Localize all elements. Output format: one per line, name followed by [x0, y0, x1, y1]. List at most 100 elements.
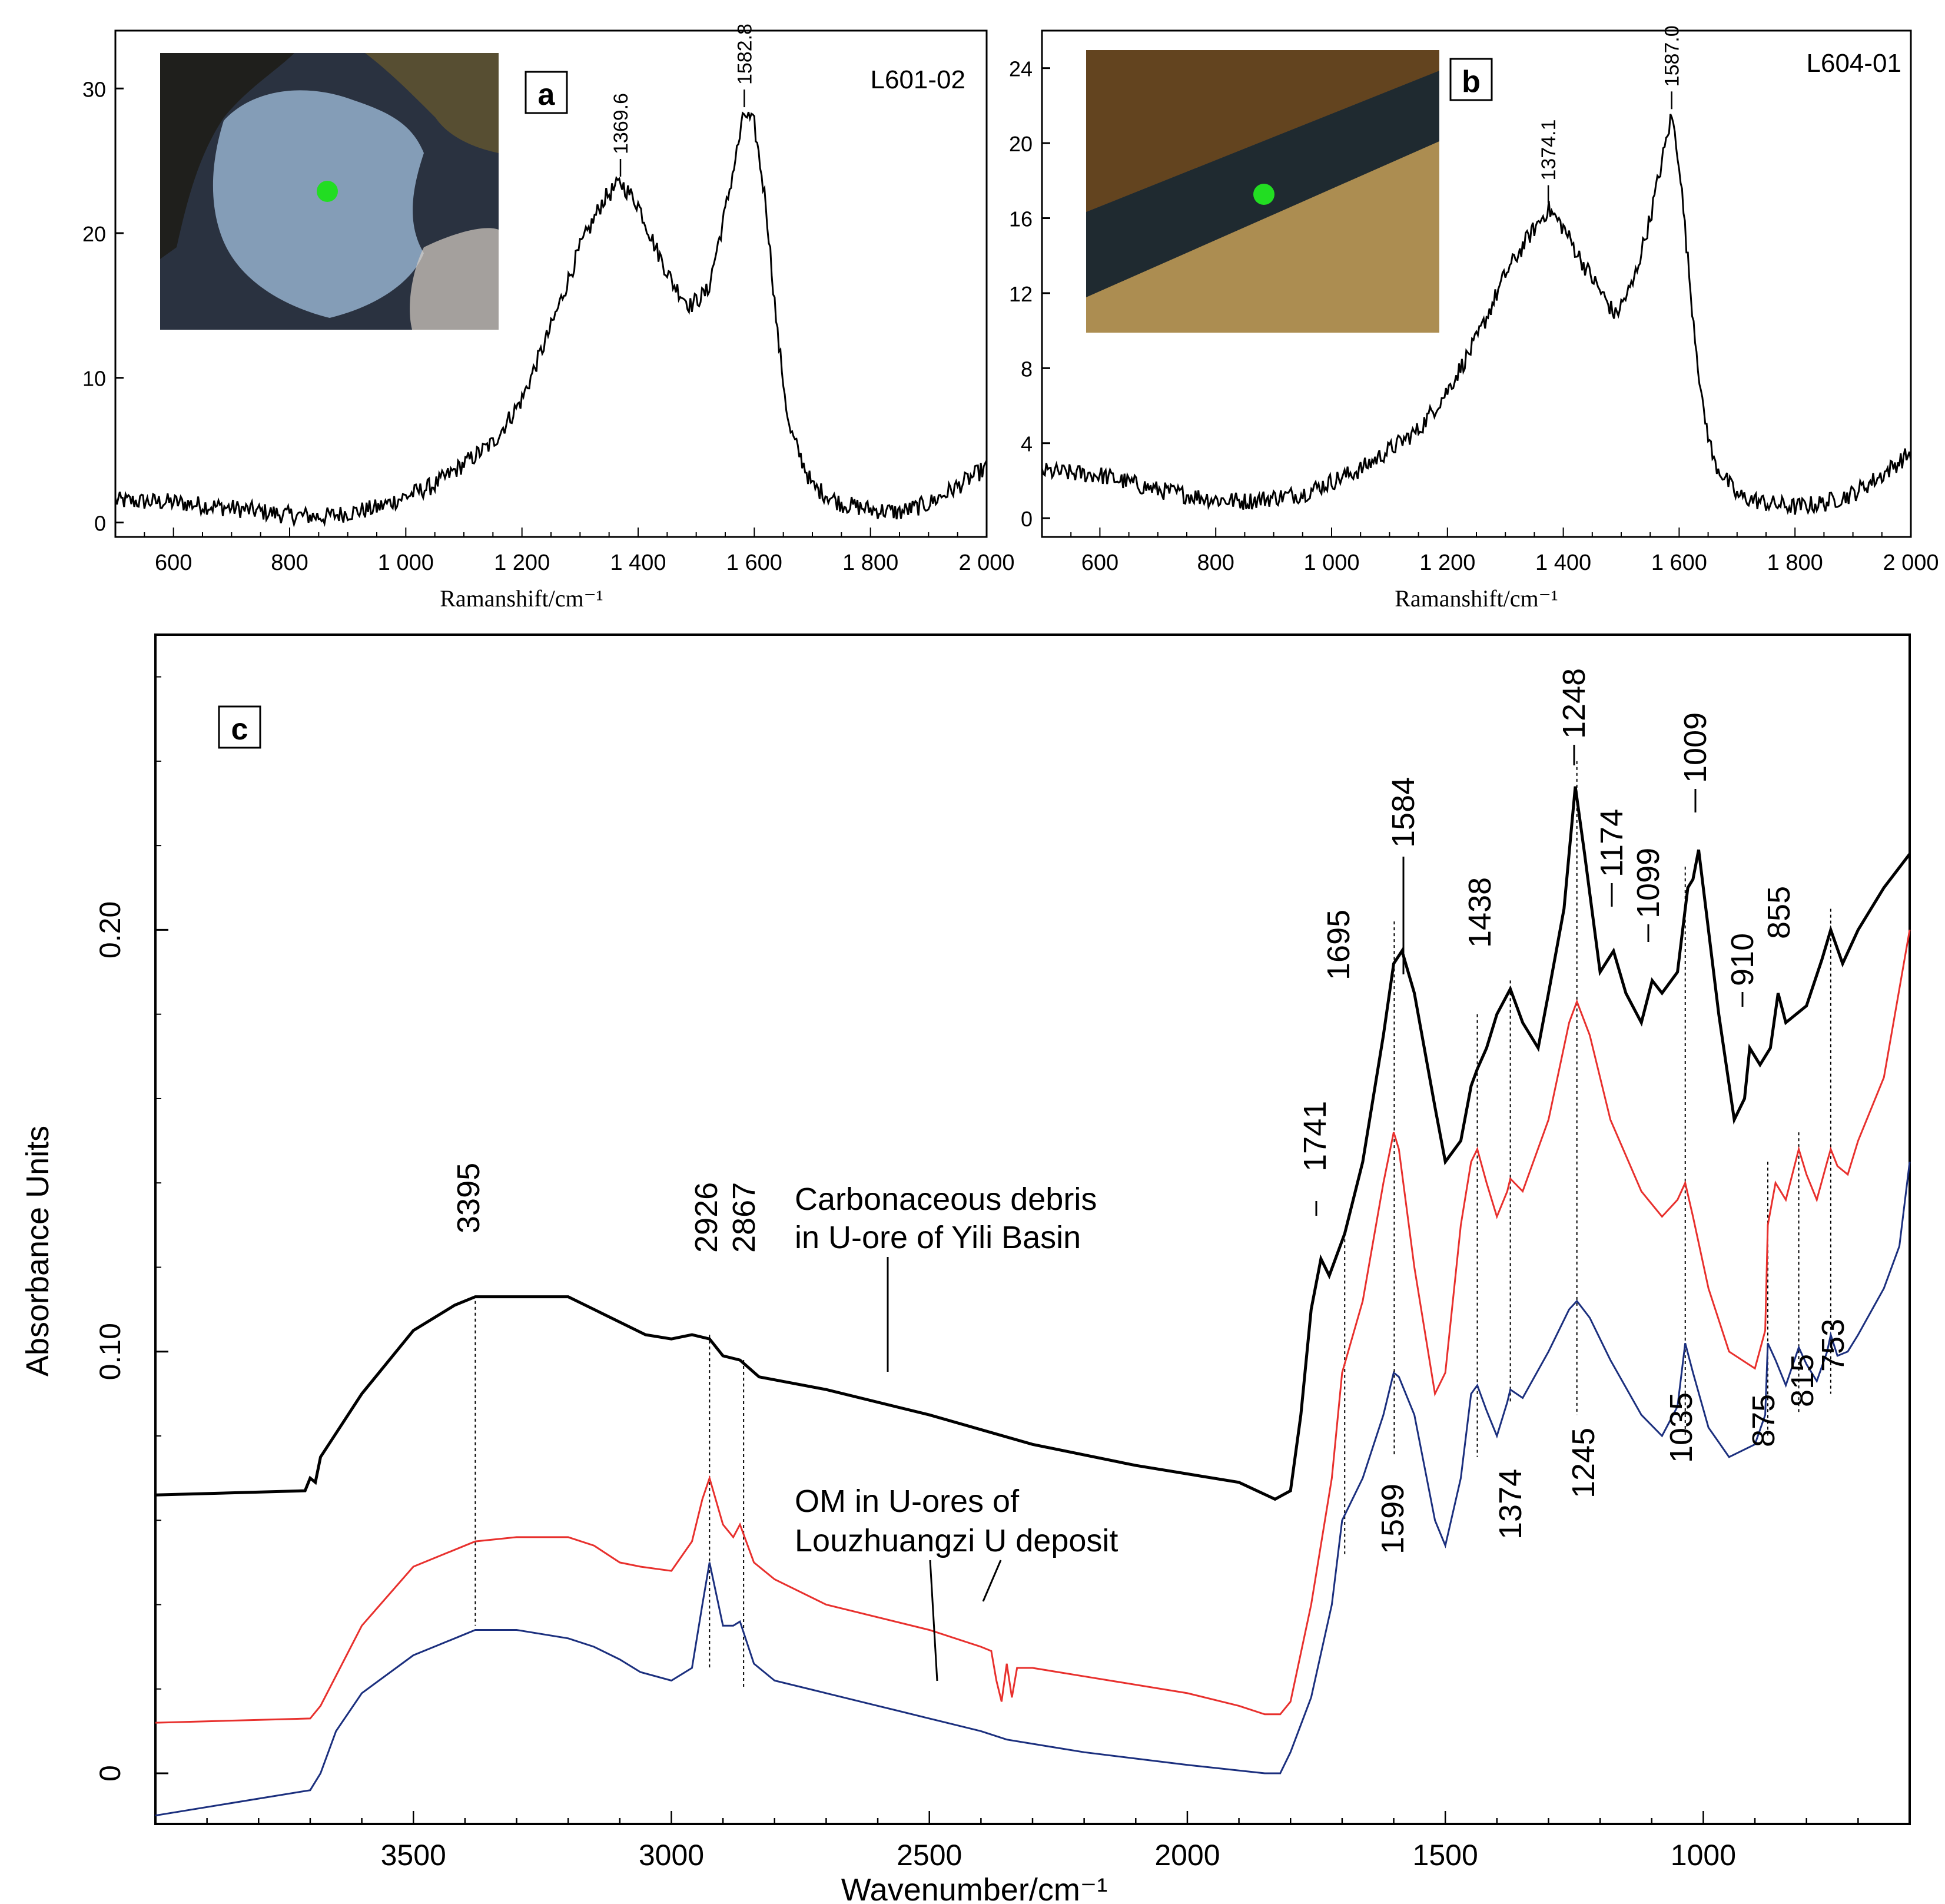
b-x-tick-label-1600: 1 600 [1651, 550, 1707, 575]
annotation-om-pointer-blue [929, 1560, 938, 1681]
panel-c-x-ticks: 3500 3000 2500 2000 1500 1000 [206, 1811, 1859, 1872]
panel-b: 0 4 8 12 16 20 24 600 800 1 000 1 200 1 400 1 600 1 … [1009, 25, 1939, 612]
peak-label-1584: 1584 [1386, 777, 1421, 848]
peak-label-1695: 1695 [1321, 910, 1356, 980]
a-x-tick-label-1600: 1 600 [726, 550, 782, 575]
panel-b-y-ticks: 0 4 8 12 16 20 24 [1009, 57, 1050, 531]
panel-a-x-ticks: 600 800 1 000 1 200 1 400 1 600 1 800 2 000 [115, 528, 1015, 575]
panel-a-label: a [538, 78, 556, 112]
panel-a-inset-gold-region [365, 53, 499, 153]
panel-a-label-box: a [525, 71, 568, 114]
c-x-tick-label-2500: 2500 [897, 1839, 962, 1872]
peak-label-753: 753 [1815, 1319, 1851, 1372]
peak-label-1369.6: 1369.6 [610, 93, 632, 154]
panel-c-label-box: c [218, 705, 261, 749]
a-y-tick-label-0: 0 [94, 511, 106, 535]
peak-label-2867: 2867 [726, 1182, 762, 1253]
b-y-tick-label-20: 20 [1009, 132, 1033, 156]
peak-label-1599: 1599 [1375, 1484, 1410, 1554]
peak-label-1374.1: 1374.1 [1538, 120, 1560, 181]
peak-label-875: 875 [1746, 1394, 1781, 1447]
c-y-tick-label-0.2: 0.20 [94, 901, 127, 958]
a-x-tick-label-800: 800 [271, 550, 308, 575]
c-x-tick-label-1000: 1000 [1671, 1839, 1736, 1872]
annotation-om-line1: OM in U-ores of [795, 1484, 1020, 1519]
a-x-tick-label-2000: 2 000 [958, 550, 1014, 575]
c-y-tick-label-0.1: 0.10 [94, 1323, 127, 1380]
b-y-tick-label-24: 24 [1009, 57, 1033, 81]
c-x-tick-label-3500: 3500 [381, 1839, 446, 1872]
b-y-tick-label-12: 12 [1009, 282, 1033, 306]
b-x-tick-label-1200: 1 200 [1419, 550, 1475, 575]
panel-b-inset-speckle-region [1086, 141, 1439, 333]
annotation-om-line2: Louzhuangzi U deposit [795, 1523, 1118, 1558]
peak-label-1248: 1248 [1556, 668, 1592, 739]
annotation-carbonaceous-line2: in U-ore of Yili Basin [795, 1220, 1081, 1255]
peak-label-1741: 1741 [1297, 1101, 1333, 1172]
panel-b-peak-labels: 1374.1 1587.0 [1538, 25, 1684, 203]
b-x-tick-label-1800: 1 800 [1767, 550, 1823, 575]
a-y-tick-label-30: 30 [82, 77, 106, 101]
c-x-tick-label-1500: 1500 [1413, 1839, 1478, 1872]
peak-label-2926: 2926 [689, 1182, 724, 1253]
panel-b-inset-upper-texture [1086, 50, 1439, 212]
a-x-tick-label-1000: 1 000 [378, 550, 434, 575]
panel-a-peak-labels: 1369.6 1582.8 [610, 24, 756, 177]
peak-label-910: 910 [1725, 933, 1760, 986]
panel-c-dashed-guides [474, 761, 1831, 1689]
panel-a-x-axis-label: Ramanshift/cm⁻¹ [440, 585, 603, 612]
b-y-tick-label-4: 4 [1021, 432, 1033, 456]
annotation-om-pointer-red [982, 1560, 1002, 1602]
c-x-tick-label-3000: 3000 [639, 1839, 704, 1872]
a-x-tick-label-1200: 1 200 [494, 550, 550, 575]
panel-a-spectrum-line [114, 111, 988, 528]
panel-a-inset-axis-strip [160, 330, 499, 347]
peak-label-1035: 1035 [1664, 1392, 1699, 1463]
peak-label-1099: 1099 [1631, 848, 1666, 918]
annotation-carbonaceous-line1: Carbonaceous debris [795, 1182, 1097, 1217]
panel-b-laser-spot [1253, 184, 1274, 205]
panel-b-label-frame [1449, 58, 1493, 101]
panel-a-inset-bright-region [410, 228, 499, 330]
panel-c-label-frame [218, 705, 261, 749]
b-y-tick-label-16: 16 [1009, 207, 1033, 231]
panel-b-x-ticks: 600 800 1 000 1 200 1 400 1 600 1 800 2 000 [1041, 528, 1939, 575]
panel-c-series-om-blue [155, 1162, 1911, 1817]
a-x-tick-label-600: 600 [155, 550, 192, 575]
panel-c: 0 0.10 0.20 3500 3000 2500 2000 1500 1000 c Abs… [20, 633, 1911, 1904]
panel-b-inset-axis-strip [1086, 333, 1439, 359]
peak-label-1374: 1374 [1493, 1469, 1528, 1540]
panel-c-y-ticks: 0 0.10 0.20 [94, 676, 168, 1782]
panel-a-sample-label: L601-02 [871, 65, 965, 94]
peak-label-1245: 1245 [1566, 1428, 1601, 1498]
panel-b-x-axis-label: Ramanshift/cm⁻¹ [1395, 585, 1558, 612]
b-y-tick-label-8: 8 [1021, 357, 1033, 381]
a-y-tick-label-10: 10 [82, 367, 106, 391]
b-x-tick-label-1400: 1 400 [1535, 550, 1591, 575]
b-y-tick-label-0: 0 [1021, 507, 1033, 531]
panel-b-spectrum-line [1041, 114, 1912, 515]
peak-label-1582.8: 1582.8 [733, 24, 756, 85]
panel-a-inset-dark-region [160, 53, 294, 259]
panel-c-label: c [231, 712, 248, 747]
panel-b-label: b [1462, 65, 1481, 99]
b-x-tick-label-800: 800 [1197, 550, 1234, 575]
peak-label-1587.0: 1587.0 [1661, 25, 1684, 87]
a-y-tick-label-20: 20 [82, 222, 106, 246]
panel-b-label-box: b [1449, 58, 1493, 101]
peak-label-855: 855 [1761, 886, 1797, 939]
panel-c-series-carbonaceous-black [155, 786, 1911, 1501]
panel-a-y-ticks: 0 10 20 30 [82, 77, 124, 535]
panel-b-sample-label: L604-01 [1807, 49, 1901, 78]
panel-a-laser-spot [317, 181, 338, 202]
a-x-tick-label-1400: 1 400 [610, 550, 666, 575]
b-x-tick-label-2000: 2 000 [1883, 550, 1939, 575]
panel-b-inset-photo [1086, 50, 1439, 359]
panel-a-label-frame [525, 71, 568, 114]
panel-a: 0 10 20 30 600 800 1 000 1 200 1 400 1 600 1 800 2… [82, 24, 1015, 612]
b-x-tick-label-1000: 1 000 [1303, 550, 1359, 575]
a-x-tick-label-1800: 1 800 [842, 550, 898, 575]
panel-c-y-axis-label: Absorbance Units [20, 1126, 55, 1376]
panel-a-inset-mineral-grain [213, 90, 424, 318]
